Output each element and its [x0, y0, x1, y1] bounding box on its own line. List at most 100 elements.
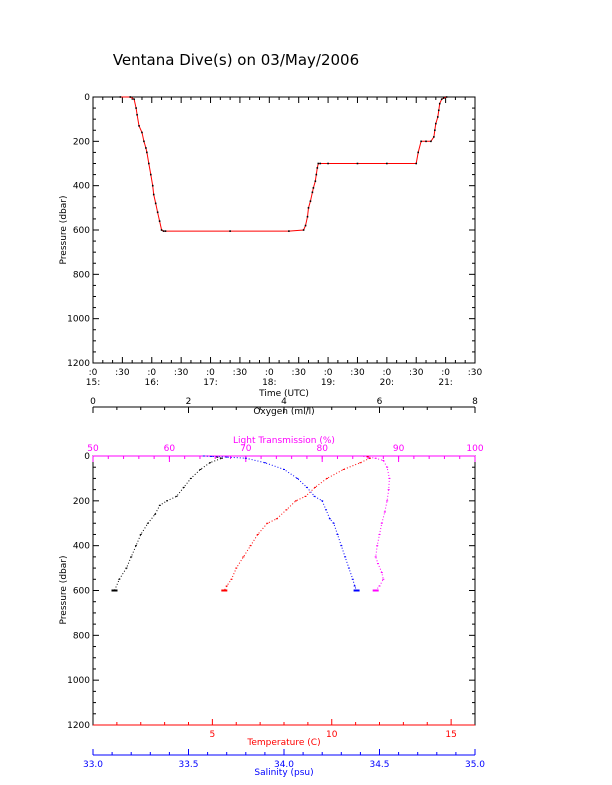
- oxygen-tick-label: 4: [281, 397, 287, 407]
- salinity-tick-label: 34.0: [274, 760, 294, 770]
- light-profile-point: [380, 572, 383, 574]
- chart-title: Ventana Dive(s) on 03/May/2006: [113, 51, 359, 69]
- oxygen-profile-point: [139, 533, 142, 535]
- x-tick-label: 17:: [203, 378, 217, 388]
- x-tick-label: :30: [350, 368, 365, 378]
- temperature-profile-point: [249, 545, 252, 547]
- y-tick-label: 0: [84, 452, 90, 462]
- light-tick-label: 50: [87, 444, 99, 454]
- temperature-profile-point: [266, 522, 269, 524]
- light-profile-point: [374, 457, 377, 459]
- dive-track-point: [145, 147, 147, 149]
- light-tick-label: 100: [466, 444, 483, 454]
- dive-track-point: [229, 230, 231, 232]
- top-axis-ticks: :015::30:016::30:017::30:018::30:019::30…: [67, 93, 482, 388]
- x-tick-label: 20:: [380, 378, 394, 388]
- light-tick-label: 60: [164, 444, 176, 454]
- temperature-profile-point: [304, 495, 307, 497]
- oxygen-profile-point: [146, 522, 149, 524]
- dive-track-point: [149, 173, 152, 176]
- oxygen-profile-point: [125, 567, 128, 569]
- dive-track-point: [158, 220, 161, 222]
- light-profile-point: [388, 477, 391, 479]
- temperature-tick-label: 10: [326, 730, 338, 740]
- temperature-profile-point: [225, 585, 228, 587]
- dive-track-point: [435, 122, 437, 125]
- dive-track-point: [438, 102, 441, 105]
- oxygen-profile-point: [208, 462, 211, 464]
- y-tick-label: 400: [73, 182, 90, 192]
- temperature-profile-point: [366, 455, 369, 457]
- top-x-label: Time (UTC): [258, 389, 309, 399]
- y-tick-label: 600: [73, 226, 90, 236]
- oxygen-profile-point: [166, 500, 169, 502]
- light-profile-point: [383, 511, 386, 513]
- dive-track-point: [151, 184, 154, 187]
- dive-track-point: [133, 98, 135, 101]
- light-axis-label: Light Transmission (%): [233, 436, 335, 446]
- bottom-y-label: Pressure (dbar): [59, 556, 69, 625]
- dive-track-point: [430, 140, 432, 143]
- light-tick-label: 90: [393, 444, 405, 454]
- light-profile-point: [386, 500, 389, 502]
- dive-track-point: [312, 187, 315, 189]
- salinity-profile-point: [244, 457, 247, 459]
- y-tick-label: 800: [73, 270, 90, 280]
- dive-track-point: [445, 96, 448, 98]
- oxygen-tick-label: 6: [377, 397, 383, 407]
- dive-track-point: [436, 116, 439, 118]
- top-dive-series: [119, 96, 448, 232]
- dive-track-point: [309, 200, 312, 202]
- bottom-profile-panel: 0 200 400 600 800 1000 1200 0 2 4 6 8 50 60 70 80 90 100 5…: [59, 397, 485, 778]
- dive-track-point: [434, 129, 436, 132]
- light-profile-point: [374, 556, 377, 558]
- y-tick-label: 1200: [67, 359, 90, 369]
- y-tick-label: 1200: [67, 721, 90, 731]
- salinity-profile-point: [336, 533, 339, 535]
- x-tick-label: :30: [291, 368, 306, 378]
- temperature-profile-point: [325, 477, 328, 479]
- x-tick-label: :30: [468, 368, 483, 378]
- temperature-profile-point: [230, 578, 233, 580]
- salinity-profile-point: [296, 477, 299, 479]
- oxygen-profile-point: [182, 486, 185, 488]
- salinity-tick-label: 34.5: [369, 760, 389, 770]
- salinity-profile-point: [332, 522, 335, 524]
- salinity-tick-label: 35.0: [465, 760, 485, 770]
- salinity-profile-point: [321, 500, 324, 502]
- light-profile-point: [380, 522, 383, 524]
- oxygen-profile-point: [130, 556, 133, 558]
- temperature-tick-label: 5: [210, 730, 216, 740]
- salinity-profile-point: [313, 495, 316, 497]
- x-tick-label: :30: [115, 368, 130, 378]
- bottom-axis-ticks: 0 200 400 600 800 1000 1200 0 2 4 6 8 50 60 70 80 90 100 5…: [67, 397, 485, 770]
- temperature-profile-point: [235, 567, 238, 569]
- dive-track-point: [164, 230, 167, 232]
- x-tick-label: 15:: [86, 378, 100, 388]
- x-tick-label: :0: [441, 368, 450, 378]
- salinity-profile-point: [344, 556, 347, 558]
- dive-track-point: [317, 162, 320, 165]
- light-tick-label: 70: [240, 444, 252, 454]
- dive-track-point: [136, 113, 138, 116]
- y-tick-label: 200: [73, 137, 90, 147]
- dive-track-point: [143, 140, 145, 143]
- dive-track-point: [135, 107, 137, 109]
- salinity-profile-point: [325, 509, 328, 511]
- light-profile-point: [382, 578, 385, 580]
- dive-track-point: [156, 211, 159, 214]
- x-tick-label: :0: [89, 368, 98, 378]
- temperature-profile-point: [285, 509, 288, 511]
- dive-track-point: [327, 162, 329, 165]
- temperature-profile-point: [359, 462, 362, 464]
- y-tick-label: 200: [73, 497, 90, 507]
- dive-track-point: [440, 98, 443, 101]
- dive-track-point: [146, 151, 148, 154]
- salinity-profile-point: [353, 585, 356, 587]
- oxygen-profile-point: [175, 495, 178, 497]
- bottom-profile-series: [111, 455, 391, 592]
- dive-track-point: [162, 230, 165, 232]
- light-profile-point: [359, 455, 362, 457]
- salinity-profile-point: [340, 545, 343, 547]
